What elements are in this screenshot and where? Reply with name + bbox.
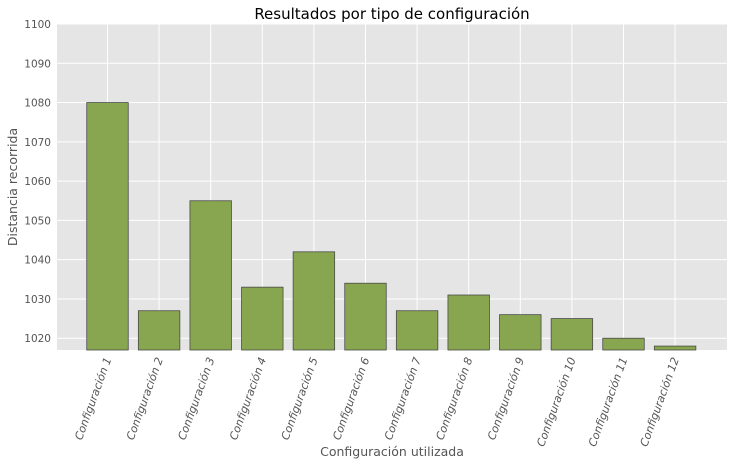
bar — [447, 294, 490, 351]
bar — [137, 310, 181, 351]
bar — [602, 337, 645, 351]
bar — [344, 282, 387, 351]
x-tick-label: Configuración 11 — [586, 356, 630, 449]
y-axis-label: Distancia recorrida — [5, 128, 20, 246]
y-tick-label: 1100 — [24, 19, 51, 31]
y-tick-label: 1060 — [24, 176, 51, 188]
chart-title: Resultados por tipo de configuración — [254, 5, 529, 23]
bar — [292, 251, 336, 351]
x-tick-label: Configuración 9 — [485, 356, 527, 442]
x-tick-label: Configuración 12 — [638, 356, 682, 449]
y-tick-label: 1070 — [24, 137, 51, 149]
bar — [395, 310, 439, 351]
x-tick-label: Configuración 7 — [382, 356, 424, 442]
x-tick-labels: Configuración 1 Configuración 2 Configurac… — [72, 356, 682, 449]
x-tick-label: Configuración 3 — [176, 356, 218, 442]
plot-background — [57, 24, 727, 350]
y-tick-label: 1080 — [24, 98, 51, 110]
y-tick-label: 1030 — [24, 294, 51, 306]
bar — [653, 345, 697, 351]
x-tick-label: Configuración 8 — [434, 356, 476, 442]
bars — [86, 102, 697, 351]
x-tick-label: Configuración 10 — [534, 356, 578, 449]
y-tick-label: 1040 — [24, 255, 51, 267]
x-tick-label: Configuración 2 — [124, 356, 166, 442]
y-tick-label: 1090 — [24, 58, 51, 70]
y-tick-label: 1020 — [24, 333, 51, 345]
bar — [499, 314, 542, 351]
y-tick-label: 1050 — [24, 215, 51, 227]
bar — [86, 102, 129, 351]
bar — [189, 200, 232, 351]
bar — [241, 286, 284, 351]
x-axis-label: Configuración utilizada — [320, 444, 464, 459]
x-tick-label: Configuración 1 — [72, 356, 114, 442]
y-tick-labels: 1020 1030 1040 1050 1060 1070 1080 1090 1100 — [24, 19, 51, 345]
x-tick-label: Configuración 6 — [330, 356, 372, 442]
bar — [550, 318, 594, 351]
x-tick-label: Configuración 5 — [279, 356, 321, 442]
x-tick-label: Configuración 4 — [227, 356, 269, 442]
